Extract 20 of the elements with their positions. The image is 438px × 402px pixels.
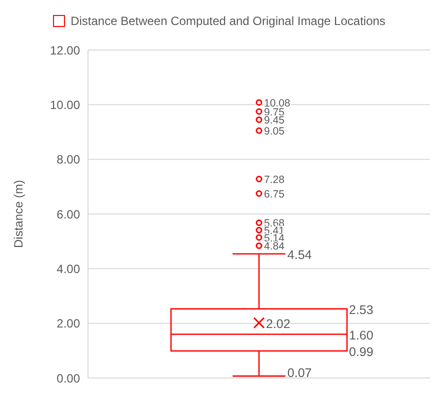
annotation: 0.99 — [349, 344, 374, 359]
annotation: 2.53 — [349, 302, 374, 317]
annotation: 10.08 — [264, 97, 290, 110]
y-tick-label: 2.00 — [56, 316, 80, 331]
annotation: 4.54 — [287, 248, 312, 262]
annotation: 7.28 — [264, 174, 285, 186]
y-tick-label: 4.00 — [56, 262, 80, 276]
y-tick-label: 8.00 — [56, 152, 80, 167]
legend-label: Distance Between Computed and Original Image Locations — [70, 14, 386, 28]
y-tick-label: 6.00 — [56, 207, 80, 222]
y-tick-label: 0.00 — [56, 371, 80, 386]
annotation: 2.02 — [266, 316, 290, 331]
y-tick-label: 12.00 — [50, 43, 80, 58]
annotation: 6.75 — [264, 188, 285, 200]
annotation: 1.60 — [349, 328, 374, 342]
y-tick-label: 10.00 — [50, 98, 80, 112]
annotation: 0.07 — [287, 366, 312, 380]
annotation: 9.05 — [264, 126, 285, 138]
annotation: 9.45 — [264, 114, 285, 127]
y-axis-title: Distance (m) — [11, 180, 26, 248]
